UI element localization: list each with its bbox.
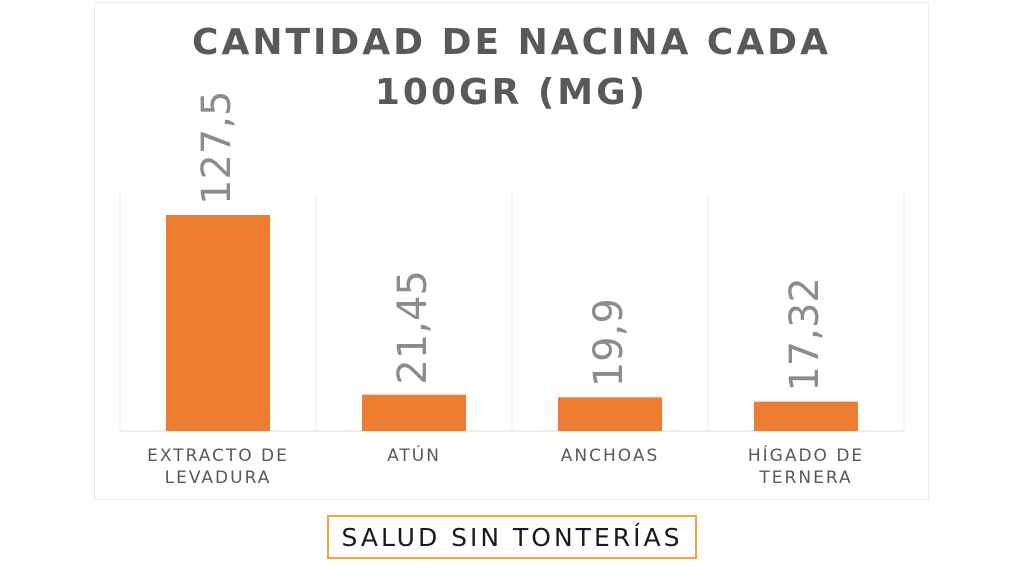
chart-title-line-1: CANTIDAD DE NACINA CADA (192, 22, 831, 63)
category-label-0: EXTRACTO DE LEVADURA (147, 446, 289, 488)
chart-title-line-2: 100GR (MG) (374, 72, 649, 113)
chart-frame (94, 2, 929, 500)
category-label-3-line-0: HÍGADO DE (748, 444, 864, 466)
category-label-0-line-0: EXTRACTO DE (147, 446, 289, 466)
data-label-1: 21,45 (390, 270, 436, 385)
data-label-0: 127,5 (194, 90, 240, 205)
chart-title: CANTIDAD DE NACINA CADA 100GR (MG) (94, 18, 929, 118)
data-label-3: 17,32 (782, 277, 828, 392)
category-label-2-line-0: ANCHOAS (561, 446, 660, 466)
data-label-2: 19,9 (586, 298, 632, 387)
bar-2 (558, 397, 662, 431)
category-label-1-line-0: ATÚN (387, 444, 441, 466)
footer-badge: SALUD SIN TONTERÍAS (327, 515, 697, 559)
bar-1 (362, 394, 466, 431)
category-label-3: HÍGADO DE TERNERA (748, 444, 864, 488)
category-label-2: ANCHOAS (561, 446, 660, 466)
category-label-3-line-1: TERNERA (758, 468, 852, 488)
bar-3 (754, 401, 858, 431)
bar-0 (166, 215, 270, 431)
category-label-0-line-1: LEVADURA (165, 468, 272, 488)
footer-badge-label: SALUD SIN TONTERÍAS (341, 522, 683, 552)
category-label-1: ATÚN (387, 444, 441, 466)
